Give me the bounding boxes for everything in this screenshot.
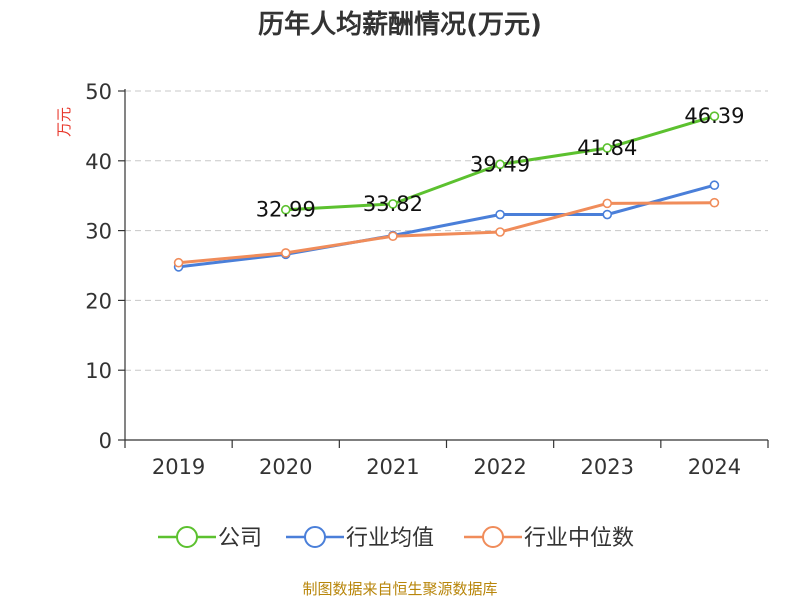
- data-point: [388, 199, 398, 209]
- x-tick-label: 2023: [581, 455, 634, 479]
- data-labels: 32.99 33.82 39.49 41.84 46.39: [256, 104, 745, 222]
- data-label: 46.39: [684, 104, 744, 128]
- y-tick-label: 40: [85, 150, 112, 174]
- data-point: [495, 227, 505, 237]
- legend: 公司 行业均值 行业中位数: [158, 526, 634, 551]
- data-label: 33.82: [363, 192, 423, 216]
- x-tick-label: 2024: [688, 455, 741, 479]
- x-tick-label: 2019: [152, 455, 205, 479]
- series-line-2: [177, 201, 716, 265]
- legend-swatch-marker: [304, 526, 326, 548]
- series: [173, 111, 720, 272]
- y-axis-label: 万元: [55, 107, 73, 137]
- data-label: 39.49: [470, 152, 530, 176]
- legend-swatch-marker: [176, 526, 198, 548]
- data-label: 41.84: [577, 136, 637, 160]
- y-tick-label: 50: [85, 80, 112, 104]
- legend-label: 行业均值: [346, 526, 434, 551]
- y-tick-label: 30: [85, 220, 112, 244]
- data-point: [495, 159, 505, 170]
- data-point: [709, 111, 720, 121]
- series-line-1: [177, 183, 716, 269]
- y-tick-label: 0: [99, 429, 112, 453]
- legend-swatch-marker: [482, 526, 504, 548]
- source-note: 制图数据来自恒生聚源数据库: [302, 580, 497, 598]
- chart-title: 历年人均薪酬情况(万元): [258, 9, 542, 40]
- grid: [125, 90, 768, 371]
- data-point: [173, 257, 184, 268]
- axes: 0 10 20 30 40 50 2019 2020 2021 2022 2023 2024: [85, 80, 769, 479]
- data-point: [602, 209, 613, 220]
- legend-label: 公司: [218, 526, 262, 551]
- data-point: [280, 248, 291, 258]
- legend-label: 行业中位数: [524, 526, 634, 551]
- x-tick-label: 2021: [366, 455, 419, 479]
- y-tick-label: 20: [85, 289, 112, 313]
- data-point: [388, 231, 398, 241]
- y-tick-label: 10: [85, 359, 112, 383]
- data-point: [709, 180, 720, 191]
- x-tick-label: 2022: [473, 455, 526, 479]
- x-tick-label: 2020: [259, 455, 312, 479]
- data-point: [602, 198, 613, 209]
- data-point: [602, 143, 613, 153]
- data-point: [709, 197, 720, 208]
- data-point: [280, 204, 291, 215]
- data-point: [495, 209, 505, 220]
- data-label: 32.99: [256, 198, 316, 222]
